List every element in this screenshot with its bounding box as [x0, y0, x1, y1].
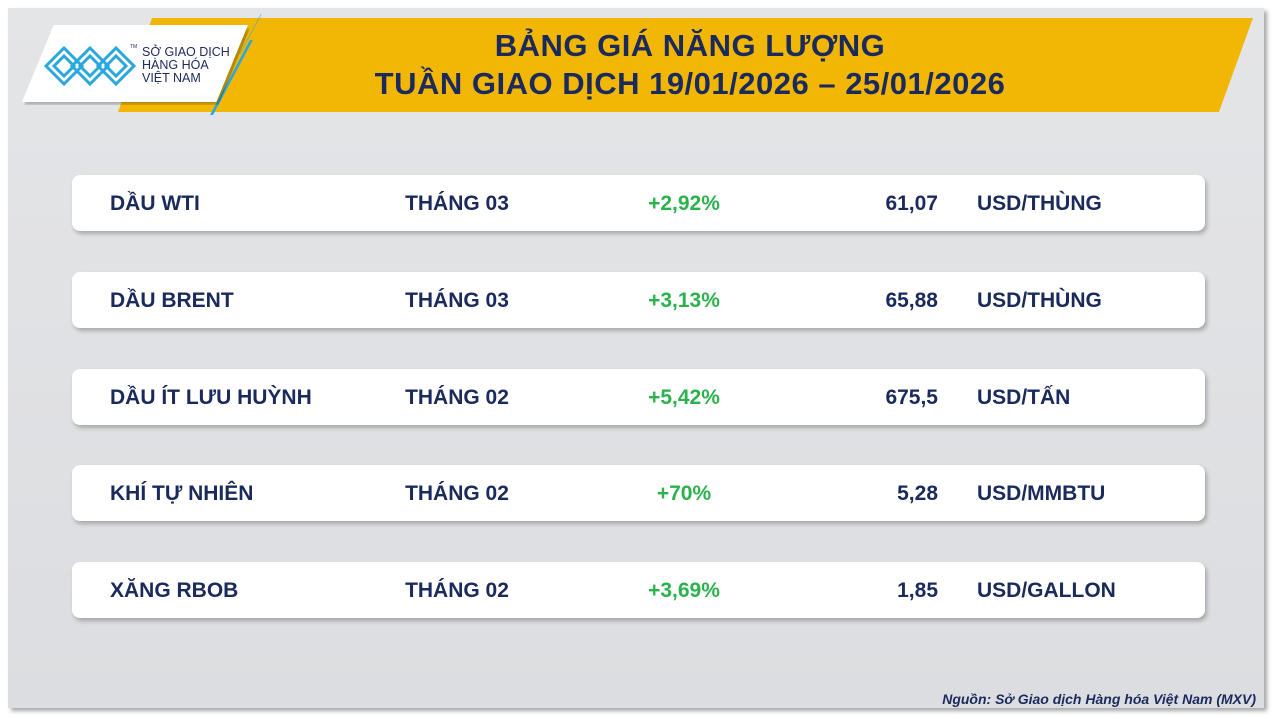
- page-title: BẢNG GIÁ NĂNG LƯỢNG: [494, 28, 886, 63]
- price: 61,07: [885, 192, 938, 215]
- price: 675,5: [885, 386, 938, 409]
- commodity-name: DẦU BRENT: [110, 289, 234, 312]
- logo-line: SỞ GIAO DỊCH: [142, 45, 230, 59]
- weekly-change: +2,92%: [648, 192, 720, 215]
- page-subtitle: TUẦN GIAO DỊCH 19/01/2026 – 25/01/2026: [374, 66, 1006, 101]
- table-row: DẦU ÍT LƯU HUỲNH THÁNG 02 +5,42% 675,5 U…: [72, 369, 1205, 425]
- unit: USD/THÙNG: [977, 192, 1102, 215]
- weekly-change: +70%: [656, 482, 712, 505]
- contract-month: THÁNG 02: [405, 386, 509, 409]
- logo-card: [22, 25, 248, 102]
- logo-line: HÀNG HÓA: [142, 58, 209, 72]
- contract-month: THÁNG 03: [405, 289, 509, 312]
- commodity-name: XĂNG RBOB: [110, 579, 239, 602]
- title-banner: [118, 18, 1253, 112]
- price: 1,85: [897, 579, 938, 602]
- table-row: DẦU BRENT THÁNG 03 +3,13% 65,88 USD/THÙN…: [72, 272, 1205, 328]
- unit: USD/TẤN: [977, 386, 1071, 409]
- commodity-name: DẦU WTI: [110, 192, 200, 215]
- price: 5,28: [897, 482, 938, 505]
- contract-month: THÁNG 02: [405, 579, 509, 602]
- table-row: XĂNG RBOB THÁNG 02 +3,69% 1,85 USD/GALLO…: [72, 562, 1205, 618]
- table-row: DẦU WTI THÁNG 03 +2,92% 61,07 USD/THÙNG: [72, 175, 1205, 231]
- commodity-name: DẦU ÍT LƯU HUỲNH: [110, 386, 312, 409]
- logo-text: SỞ GIAO DỊCH HÀNG HÓA VIỆT NAM: [142, 46, 230, 85]
- weekly-change: +3,13%: [648, 289, 720, 312]
- weekly-change: +3,69%: [648, 579, 720, 602]
- contract-month: THÁNG 03: [405, 192, 509, 215]
- price: 65,88: [885, 289, 938, 312]
- mxv-logo-icon: [44, 46, 136, 86]
- commodity-name: KHÍ TỰ NHIÊN: [110, 482, 254, 505]
- unit: USD/GALLON: [977, 579, 1116, 602]
- unit: USD/THÙNG: [977, 289, 1102, 312]
- trademark: TM: [130, 44, 138, 50]
- unit: USD/MMBTU: [977, 482, 1106, 505]
- source-note: Nguồn: Sở Giao dịch Hàng hóa Việt Nam (M…: [942, 691, 1256, 707]
- logo-line: VIỆT NAM: [142, 71, 201, 85]
- weekly-change: +5,42%: [648, 386, 720, 409]
- contract-month: THÁNG 02: [405, 482, 509, 505]
- table-row: KHÍ TỰ NHIÊN THÁNG 02 +70% 5,28 USD/MMBT…: [72, 465, 1205, 521]
